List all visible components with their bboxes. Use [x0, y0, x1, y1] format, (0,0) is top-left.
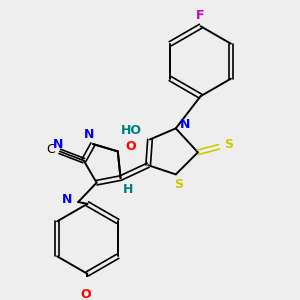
Text: S: S	[174, 178, 183, 191]
Text: F: F	[196, 9, 205, 22]
Text: HO: HO	[121, 124, 142, 137]
Text: S: S	[224, 137, 233, 151]
Text: N: N	[180, 118, 190, 131]
Text: O: O	[125, 140, 136, 153]
Text: H: H	[123, 183, 133, 196]
Text: N: N	[62, 193, 72, 206]
Text: N: N	[53, 137, 63, 151]
Text: N: N	[84, 128, 94, 141]
Text: C: C	[46, 143, 55, 156]
Text: O: O	[80, 289, 91, 300]
